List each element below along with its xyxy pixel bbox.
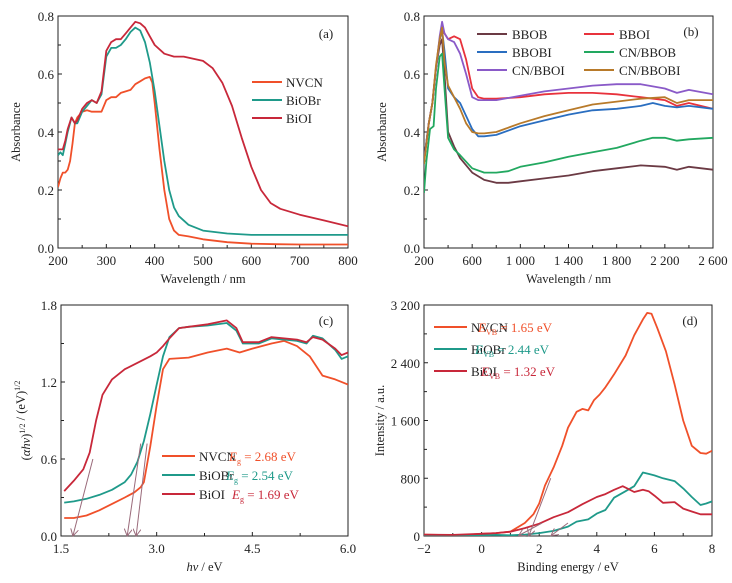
x-tick-label: 500	[193, 253, 213, 268]
tangent-arrow	[552, 522, 569, 535]
y-tick-label: 0.0	[41, 529, 57, 544]
x-tick-label: 2 200	[650, 253, 679, 268]
x-tick-label: 400	[145, 253, 165, 268]
panel-label: (c)	[319, 313, 333, 328]
y-axis-title: (αhν)1/2 / (eV)1/2	[13, 381, 33, 461]
legend-label: BiOBr	[199, 468, 234, 483]
y-tick-label: 0.0	[404, 241, 420, 256]
x-axis-title: Wavelength / nm	[160, 272, 245, 286]
x-tick-label: 600	[462, 253, 482, 268]
series-line-bioi	[63, 319, 348, 492]
y-tick-label: 1.8	[41, 298, 57, 313]
legend-label: CN/BBOBI	[619, 63, 680, 78]
gap-annotation: Eg = 1.69 eV	[231, 487, 300, 504]
y-tick-label: 0.2	[38, 183, 54, 198]
series-line-bioi	[424, 485, 712, 536]
legend-label: NVCN	[286, 75, 323, 90]
x-tick-label: 1 000	[506, 253, 535, 268]
series-line-biobr	[58, 26, 348, 236]
y-axis-title: Intensity / a.u.	[373, 385, 387, 457]
y-tick-label: 1.2	[41, 375, 57, 390]
gap-annotation: EVB = 1.65 eV	[477, 320, 553, 337]
tangent-arrow	[73, 458, 94, 535]
y-tick-label: 3 200	[391, 298, 420, 313]
x-tick-label: 6	[651, 541, 658, 556]
plot-frame	[423, 304, 713, 537]
x-axis-title: Wavelength / nm	[526, 272, 611, 286]
x-tick-label: 6.0	[340, 541, 356, 556]
x-tick-label: 700	[290, 253, 310, 268]
tangent-arrow	[127, 443, 142, 535]
series-line-bioi	[58, 20, 348, 228]
panel-label: (a)	[319, 26, 333, 41]
legend-label: BiOI	[286, 111, 312, 126]
chart-panel-b: 200 600 1 000 1 400 1 800 2 200 2 600 0.0 0.2 0.4…	[375, 9, 728, 286]
x-tick-label: 1.5	[53, 541, 69, 556]
y-tick-label: 0	[414, 529, 421, 544]
legend-label: BBOI	[619, 27, 650, 42]
series-line-cn-bbobi	[424, 26, 713, 165]
tangent-arrow	[136, 443, 148, 535]
gap-annotation: EVB = 2.44 eV	[474, 342, 550, 359]
legend-label: BiOI	[471, 364, 497, 379]
x-tick-label: 600	[242, 253, 262, 268]
x-axis-title: Binding energy / eV	[517, 560, 619, 574]
legend-label: BBOB	[512, 27, 548, 42]
gap-annotation: EVB = 1.32 eV	[480, 364, 556, 381]
tangent-arrow	[520, 522, 543, 535]
y-tick-label: 0.2	[404, 183, 420, 198]
x-tick-label: −2	[417, 541, 431, 556]
y-tick-label: 0.4	[404, 125, 421, 140]
y-tick-label: 0.8	[38, 9, 54, 24]
x-tick-label: 1 400	[554, 253, 583, 268]
x-tick-label: 200	[48, 253, 68, 268]
y-tick-label: 0.6	[404, 67, 421, 82]
series-line-nvcn	[58, 76, 348, 246]
x-tick-label: 4	[594, 541, 601, 556]
legend-label: CN/BBOI	[512, 63, 565, 78]
x-tick-label: 200	[414, 253, 434, 268]
series-line-nvcn	[64, 339, 348, 519]
y-tick-label: 0.4	[38, 125, 55, 140]
y-tick-label: 0.0	[38, 241, 54, 256]
gap-annotation: Eg = 2.68 eV	[228, 449, 297, 466]
x-tick-label: 4.5	[244, 541, 260, 556]
y-tick-label: 0.6	[41, 452, 58, 467]
series-line-biobr	[424, 471, 712, 536]
series-line-cn-bboi	[424, 20, 713, 162]
x-tick-label: 8	[709, 541, 716, 556]
legend-label: BiOBr	[286, 93, 321, 108]
gap-annotation: Eg = 2.54 eV	[225, 468, 294, 485]
y-axis-title: Absorbance	[375, 102, 389, 162]
legend-label: BiOI	[199, 487, 225, 502]
tangent-arrow	[529, 478, 552, 535]
chart-panel-a: 200 300 400 500 600 700 800 0.0 0.2 0.4 0.6 0.8 Wave…	[9, 9, 358, 286]
x-tick-label: 800	[338, 253, 358, 268]
y-tick-label: 2 400	[391, 356, 420, 371]
x-tick-label: 300	[97, 253, 117, 268]
x-tick-label: 2 600	[698, 253, 727, 268]
plot-frame	[57, 15, 349, 249]
x-tick-label: 0	[478, 541, 485, 556]
legend-label: BiOBr	[471, 342, 506, 357]
legend-label: NVCN	[199, 449, 236, 464]
x-tick-label: 2	[536, 541, 543, 556]
y-axis-title: Absorbance	[9, 102, 23, 162]
panel-label: (d)	[682, 313, 697, 328]
chart-panel-c: 1.5 3.0 4.5 6.0 0.0 0.6 1.2 1.8 hν / eV (αhν)1/2 …	[13, 298, 356, 574]
x-tick-label: 3.0	[149, 541, 165, 556]
legend-label: CN/BBOB	[619, 45, 676, 60]
legend-label: NVCN	[471, 320, 508, 335]
panel-label: (b)	[683, 24, 698, 39]
y-tick-label: 0.6	[38, 67, 55, 82]
legend-label: BBOBI	[512, 45, 552, 60]
series-line-cn-bbob	[424, 52, 713, 193]
y-tick-label: 0.8	[404, 9, 420, 24]
y-tick-label: 1 600	[391, 414, 420, 429]
x-tick-label: 1 800	[602, 253, 631, 268]
x-axis-title: hν / eV	[186, 560, 222, 574]
y-tick-label: 800	[401, 471, 421, 486]
